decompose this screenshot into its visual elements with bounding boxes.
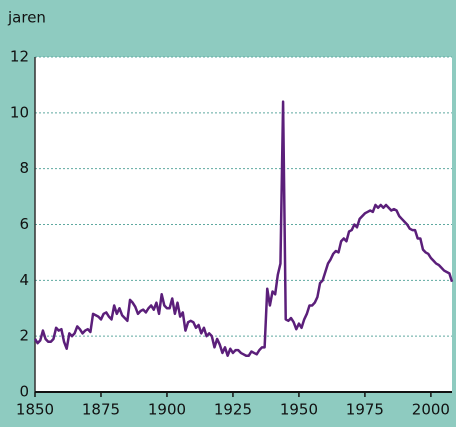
y-tick-label: 12 bbox=[10, 48, 29, 66]
y-tick-label: 4 bbox=[19, 271, 29, 289]
y-tick-label: 6 bbox=[19, 215, 29, 233]
x-tick-label: 1925 bbox=[214, 401, 252, 419]
x-tick-label: 1975 bbox=[346, 401, 384, 419]
x-tick-label: 1950 bbox=[280, 401, 318, 419]
y-tick-label: 8 bbox=[19, 159, 29, 177]
y-tick-label: 2 bbox=[19, 327, 29, 345]
y-tick-label: 10 bbox=[10, 103, 29, 121]
x-tick-label: 1900 bbox=[148, 401, 186, 419]
y-axis-label: jaren bbox=[7, 9, 46, 27]
y-tick-label: 0 bbox=[19, 383, 29, 401]
x-tick-label: 1875 bbox=[82, 401, 120, 419]
x-tick-label: 1850 bbox=[16, 401, 54, 419]
x-tick-label: 2000 bbox=[412, 401, 450, 419]
line bbox=[33, 100, 454, 357]
